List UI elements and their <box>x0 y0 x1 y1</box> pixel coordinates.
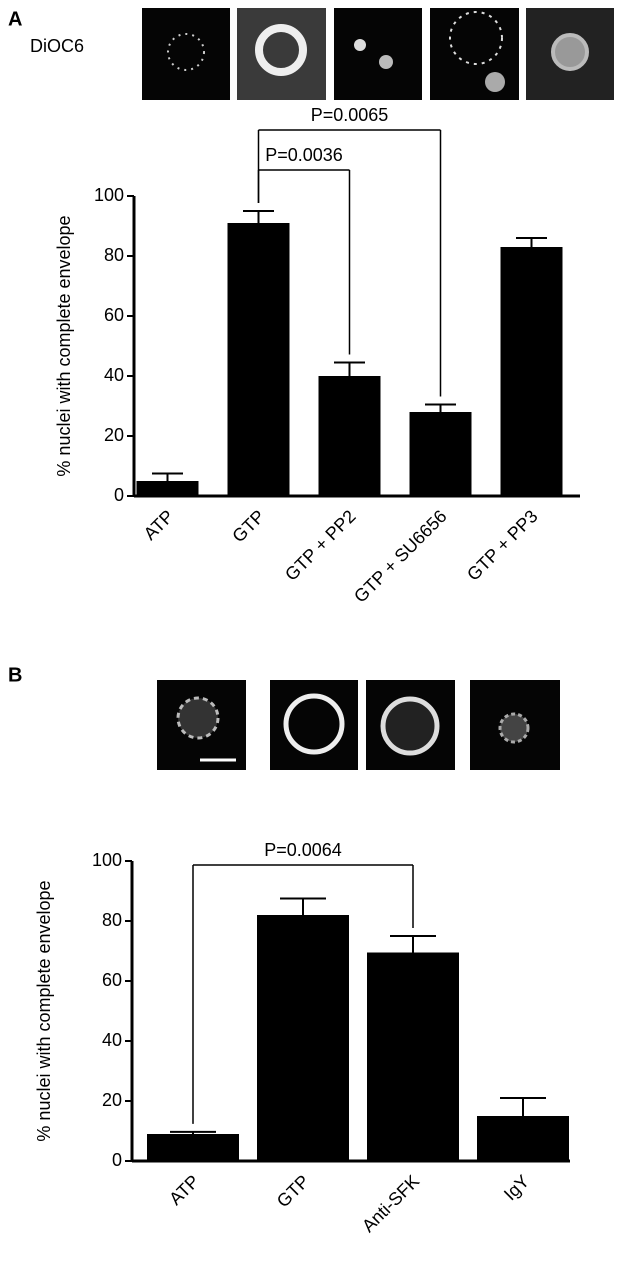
annotation: P=0.0036 <box>265 145 343 165</box>
bar <box>477 1116 569 1161</box>
bar <box>409 412 472 496</box>
micrographs-b <box>157 680 560 770</box>
x-tick-label: Anti-SFK <box>358 1171 423 1236</box>
y-tick-label: 0 <box>112 1150 122 1170</box>
panel-label: B <box>8 664 22 686</box>
x-tick-label: IgY <box>500 1171 533 1204</box>
y-tick-label: 20 <box>104 425 124 445</box>
micrographs-a <box>142 8 614 100</box>
y-tick-label: 100 <box>92 850 122 870</box>
bar <box>136 481 199 496</box>
y-tick-label: 100 <box>94 185 124 205</box>
x-tick-label: GTP + SU6656 <box>350 506 451 607</box>
x-tick-label: GTP + PP3 <box>463 506 542 585</box>
x-tick-label: GTP <box>273 1171 313 1211</box>
bar <box>500 247 563 496</box>
x-tick-label: ATP <box>140 506 178 544</box>
y-tick-label: 0 <box>114 485 124 505</box>
y-tick-label: 80 <box>102 910 122 930</box>
panel-label: A <box>8 8 22 30</box>
x-tick-label: ATP <box>165 1171 203 1209</box>
y-tick-label: 80 <box>104 245 124 265</box>
y-tick-label: 20 <box>102 1090 122 1110</box>
annotation: P=0.0064 <box>264 840 342 860</box>
bar <box>147 1134 239 1161</box>
annotation: P=0.0065 <box>311 105 389 125</box>
bar <box>227 223 290 496</box>
image-label: DiOC6 <box>30 36 84 56</box>
bar <box>367 952 459 1161</box>
y-tick-label: 60 <box>104 305 124 325</box>
y-tick-label: 60 <box>102 970 122 990</box>
bar <box>257 915 349 1161</box>
x-tick-label: GTP + PP2 <box>281 506 360 585</box>
bar <box>318 376 381 496</box>
y-axis-label: % nuclei with complete envelope <box>54 215 74 476</box>
y-axis-label: % nuclei with complete envelope <box>34 880 54 1141</box>
y-tick-label: 40 <box>102 1030 122 1050</box>
y-tick-label: 40 <box>104 365 124 385</box>
x-tick-label: GTP <box>228 506 268 546</box>
